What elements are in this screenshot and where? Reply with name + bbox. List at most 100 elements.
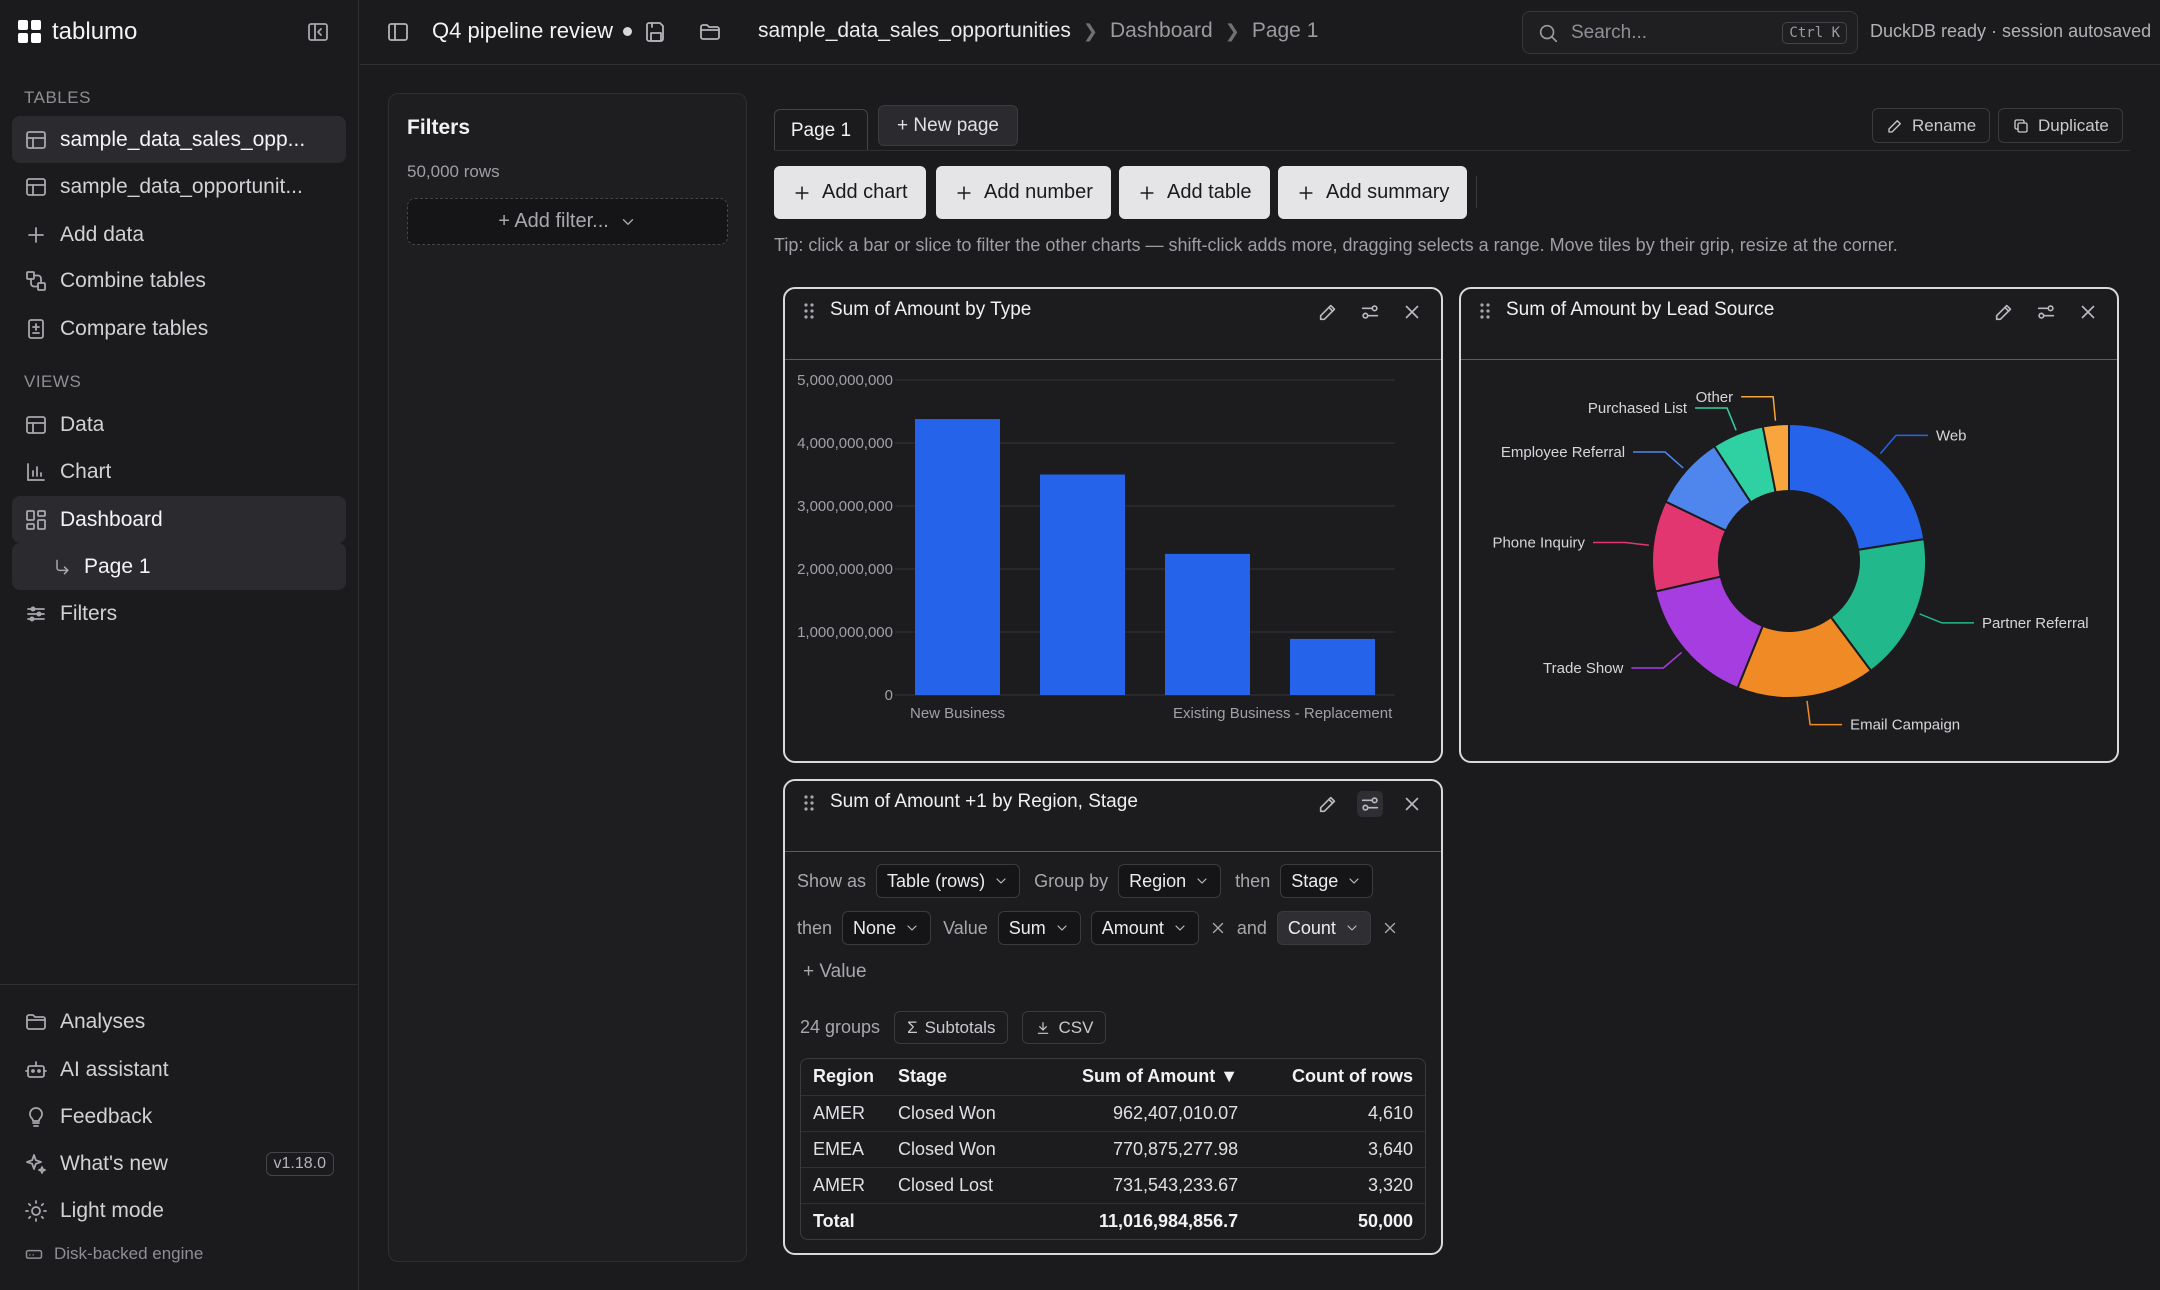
col-header-sum-amount[interactable]: Sum of Amount ▼ — [1032, 1059, 1251, 1096]
sidebar-item-feedback[interactable]: Feedback — [12, 1093, 346, 1140]
bar[interactable] — [1165, 553, 1250, 695]
sidebar-table-sales-opportunities[interactable]: sample_data_sales_opp... — [12, 116, 346, 163]
bar-chart-tile[interactable]: Sum of Amount by Type 0 1,000,000,000 2,00… — [783, 287, 1443, 763]
close-tile-button[interactable] — [1399, 299, 1425, 325]
engine-status: Disk-backed engine — [24, 1244, 203, 1264]
sidebar-item-whats-new[interactable]: What's new v1.18.0 — [12, 1140, 346, 1187]
breadcrumb-dashboard[interactable]: Dashboard — [1109, 19, 1213, 42]
filters-title: Filters — [407, 116, 471, 139]
sidebar-item-label: Add data — [60, 222, 145, 246]
close-tile-button[interactable] — [1399, 791, 1425, 817]
then-label: then — [797, 917, 833, 938]
drag-grip-icon[interactable] — [801, 301, 817, 321]
add-table-button[interactable]: Add table — [1119, 166, 1270, 219]
new-page-button[interactable]: + New page — [878, 105, 1018, 146]
add-chart-button[interactable]: Add chart — [774, 166, 926, 219]
drag-grip-icon[interactable] — [1477, 301, 1493, 321]
pencil-icon — [1888, 119, 1901, 133]
rename-button[interactable]: Rename — [1872, 108, 1991, 143]
bar[interactable] — [1290, 638, 1375, 695]
sidebar-item-chart[interactable]: Chart — [12, 448, 346, 495]
aggregation-select[interactable]: Sum — [997, 911, 1081, 945]
sidebar-item-analyses[interactable]: Analyses — [12, 998, 346, 1045]
table-row[interactable]: EMEA Closed Won 770,875,277.98 3,640 — [801, 1131, 1425, 1168]
edit-tile-button[interactable] — [1315, 791, 1341, 817]
bar[interactable] — [915, 419, 1000, 695]
tile-settings-button[interactable] — [1357, 299, 1383, 325]
tile-settings-button[interactable] — [1357, 791, 1383, 817]
collapse-sidebar-icon[interactable] — [306, 20, 330, 44]
then-select-2[interactable]: None — [842, 911, 932, 945]
sidebar-item-compare-tables[interactable]: Compare tables — [12, 305, 346, 352]
sidebar-item-combine-tables[interactable]: Combine tables — [12, 257, 346, 304]
breadcrumb-table[interactable]: sample_data_sales_opportunities — [758, 19, 1071, 42]
y-tick-label: 0 — [885, 687, 893, 704]
y-tick-label: 5,000,000,000 — [797, 372, 893, 389]
chevron-down-icon — [1197, 878, 1207, 884]
sidebar-item-light-mode[interactable]: Light mode — [12, 1187, 346, 1234]
plus-icon — [1140, 185, 1154, 200]
subtotals-button[interactable]: Σ Subtotals — [894, 1011, 1009, 1044]
search-input[interactable]: Search... Ctrl K — [1522, 11, 1858, 54]
analysis-title[interactable]: Q4 pipeline review — [432, 18, 632, 44]
add-value-button[interactable]: + Value — [803, 961, 867, 982]
sidebar-item-filters[interactable]: Filters — [12, 590, 346, 637]
sidebar-item-dashboard[interactable]: Dashboard — [12, 496, 346, 543]
toggle-settings-icon — [2037, 305, 2055, 319]
remove-value-icon[interactable] — [1209, 919, 1227, 937]
table-row[interactable]: AMER Closed Won 962,407,010.07 4,610 — [801, 1095, 1425, 1132]
open-folder-icon[interactable] — [698, 20, 722, 44]
sidebar-table-opportunities[interactable]: sample_data_opportunit... — [12, 163, 346, 210]
sidebar-item-add-data[interactable]: Add data — [12, 211, 346, 258]
app-name: tablumo — [52, 18, 138, 45]
add-table-label: Add table — [1167, 181, 1252, 203]
donut-chart-tile[interactable]: Sum of Amount by Lead Source Web Partner … — [1459, 287, 2119, 763]
close-tile-button[interactable] — [2075, 299, 2101, 325]
donut-chart[interactable]: Web Partner Referral Email Campaign Trade S… — [1461, 361, 2117, 761]
add-chart-label: Add chart — [822, 181, 908, 203]
sidebar-item-label: AI assistant — [60, 1057, 169, 1081]
sidebar-item-ai-assistant[interactable]: AI assistant — [12, 1046, 346, 1093]
sidebar-item-page-1[interactable]: Page 1 — [12, 543, 346, 590]
dashboard-icon — [26, 509, 46, 530]
remove-second-value-icon[interactable] — [1381, 919, 1399, 937]
value-field-select[interactable]: Amount — [1090, 911, 1199, 945]
pie-slice[interactable] — [1829, 537, 1927, 673]
save-icon[interactable] — [644, 20, 668, 44]
brand[interactable]: tablumo — [18, 18, 137, 46]
breadcrumb-page[interactable]: Page 1 — [1251, 19, 1319, 42]
toggle-panel-icon[interactable] — [386, 20, 410, 44]
group-by-select[interactable]: Region — [1118, 864, 1222, 898]
tile-title: Sum of Amount by Type — [830, 299, 1032, 320]
bar-chart[interactable]: 0 1,000,000,000 2,000,000,000 3,000,000,000… — [785, 361, 1441, 761]
show-as-select[interactable]: Table (rows) — [876, 864, 1021, 898]
add-filter-button[interactable]: + Add filter... — [407, 198, 728, 245]
second-aggregation-select[interactable]: Count — [1276, 911, 1371, 945]
add-number-button[interactable]: Add number — [936, 166, 1111, 219]
drag-grip-icon[interactable] — [801, 793, 817, 813]
analysis-title-text: Q4 pipeline review — [432, 18, 613, 43]
disk-icon — [25, 1249, 43, 1259]
duplicate-button[interactable]: Duplicate — [1998, 108, 2123, 143]
then-value-2: None — [853, 917, 897, 938]
then-select-1[interactable]: Stage — [1280, 864, 1374, 898]
tab-page-1[interactable]: Page 1 — [774, 109, 868, 151]
sidebar-item-data[interactable]: Data — [12, 401, 346, 448]
edit-tile-button[interactable] — [1315, 299, 1341, 325]
bar-chart-icon — [27, 462, 45, 481]
pie-slice[interactable] — [1761, 422, 1790, 494]
cell-sum: 770,875,277.98 — [1032, 1131, 1251, 1168]
col-header-region[interactable]: Region — [801, 1059, 886, 1096]
pie-slice[interactable] — [1788, 422, 1926, 551]
edit-tile-button[interactable] — [1991, 299, 2017, 325]
group-count: 24 groups — [800, 1017, 881, 1037]
add-summary-button[interactable]: Add summary — [1278, 166, 1468, 219]
col-header-stage[interactable]: Stage — [886, 1059, 1033, 1096]
col-header-count[interactable]: Count of rows — [1250, 1059, 1425, 1096]
table-row[interactable]: AMER Closed Lost 731,543,233.67 3,320 — [801, 1167, 1425, 1204]
tile-settings-button[interactable] — [2033, 299, 2059, 325]
add-filter-label: + Add filter... — [498, 210, 609, 232]
csv-export-button[interactable]: CSV — [1022, 1011, 1107, 1044]
pencil-icon — [1319, 304, 1336, 321]
bar[interactable] — [1040, 474, 1125, 696]
